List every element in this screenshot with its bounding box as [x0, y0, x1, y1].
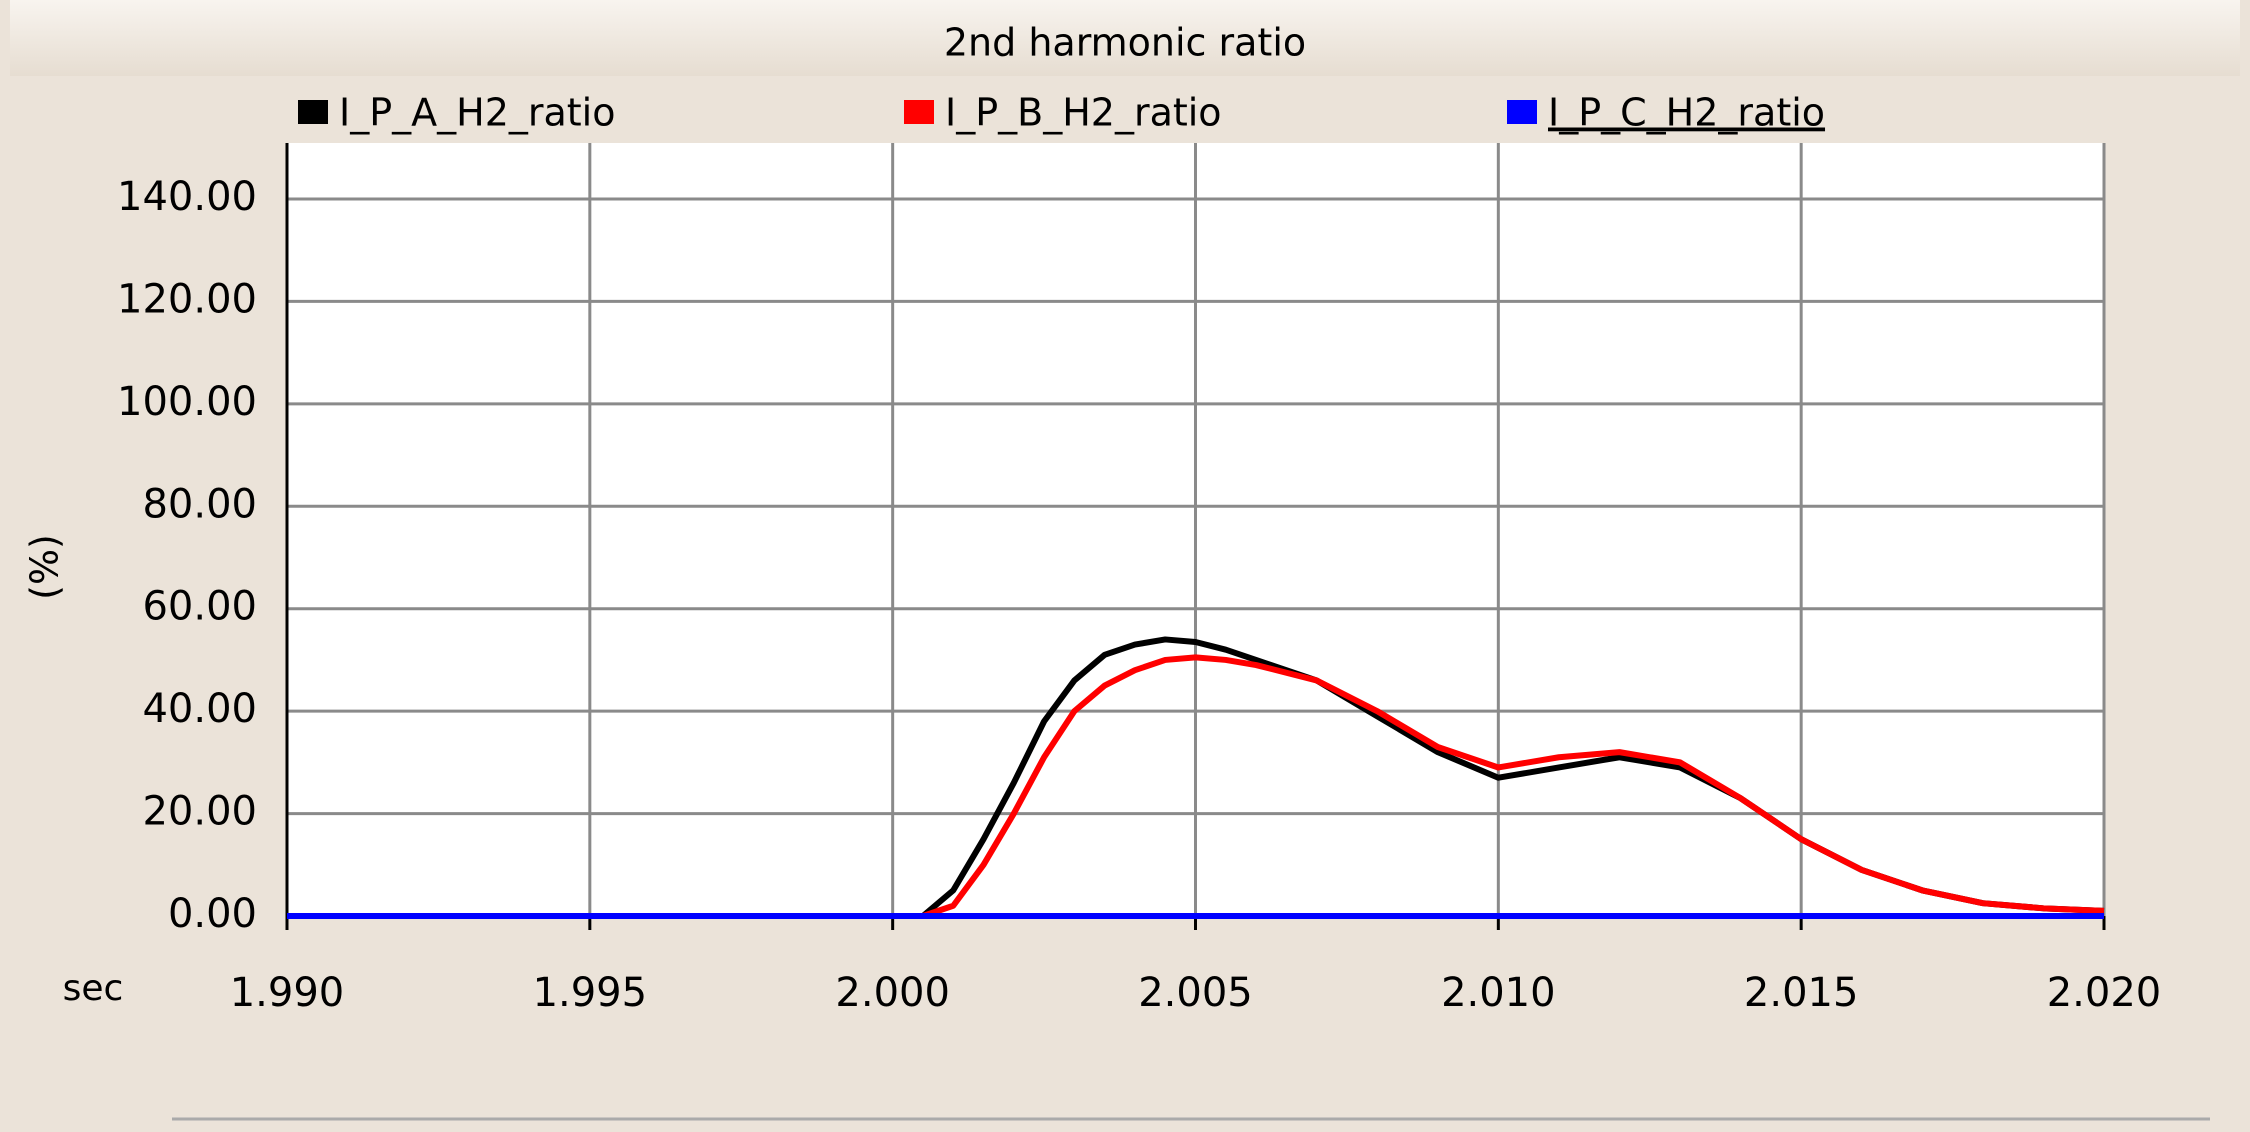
- x-tick-label: 2.010: [1441, 970, 1556, 1016]
- legend-label: I_P_C_H2_ratio: [1548, 91, 1825, 135]
- y-tick-label: 20.00: [142, 789, 257, 835]
- y-tick-label: 100.00: [117, 379, 257, 425]
- chart-title: 2nd harmonic ratio: [944, 21, 1306, 65]
- title-bar: [10, 0, 2240, 76]
- y-tick-label: 140.00: [117, 174, 257, 220]
- legend-swatch: [298, 100, 328, 124]
- y-tick-label: 80.00: [142, 481, 257, 527]
- x-tick-label: 1.990: [230, 970, 345, 1016]
- legend-label: I_P_B_H2_ratio: [945, 91, 1222, 135]
- x-axis-label: sec: [63, 968, 124, 1009]
- legend-label: I_P_A_H2_ratio: [339, 91, 615, 135]
- legend-swatch: [904, 100, 934, 124]
- y-tick-label: 40.00: [142, 686, 257, 732]
- y-axis-label: (%): [23, 534, 67, 600]
- y-tick-label: 0.00: [168, 891, 257, 937]
- x-tick-label: 2.015: [1744, 970, 1859, 1016]
- x-tick-label: 2.005: [1138, 970, 1253, 1016]
- y-tick-label: 120.00: [117, 276, 257, 322]
- y-tick-label: 60.00: [142, 584, 257, 630]
- x-tick-label: 2.020: [2047, 970, 2162, 1016]
- x-tick-label: 1.995: [533, 970, 648, 1016]
- x-tick-label: 2.000: [835, 970, 950, 1016]
- series-line: [287, 654, 2105, 919]
- legend-swatch: [1507, 100, 1537, 124]
